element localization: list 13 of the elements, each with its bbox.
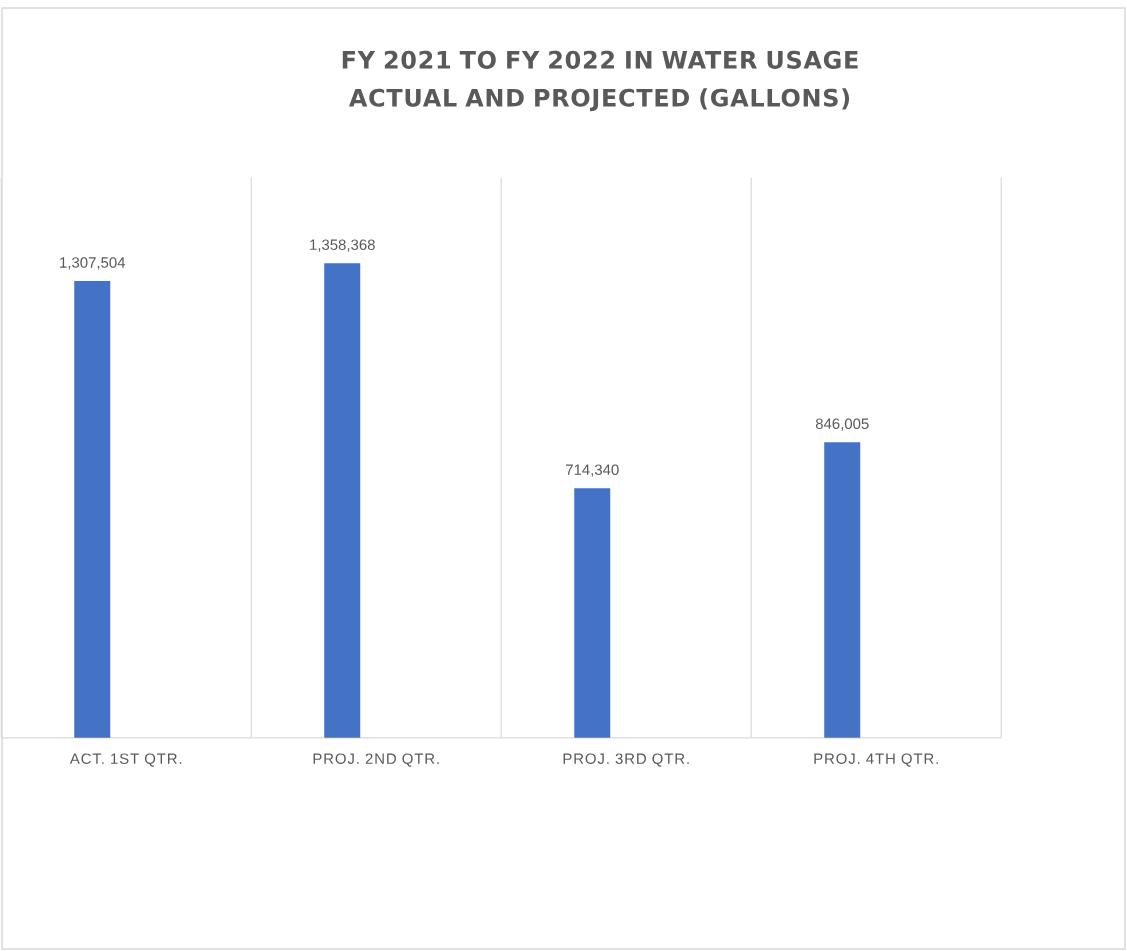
x-tick-label: PROJ. 3RD QTR. bbox=[563, 753, 689, 767]
bar bbox=[574, 488, 611, 738]
x-tick-label: ACT. 1ST QTR. bbox=[69, 753, 182, 767]
data-label: 1,307,504 bbox=[60, 257, 126, 270]
data-label: 846,005 bbox=[815, 418, 869, 431]
bar bbox=[824, 442, 861, 738]
bar bbox=[74, 281, 111, 738]
x-tick-label: PROJ. 2ND QTR. bbox=[313, 753, 439, 767]
x-tick-label: PROJ. 4TH QTR. bbox=[814, 753, 938, 767]
chart-title: FY 2021 TO FY 2022 IN WATER USAGE ACTUAL AND PROJECTED (GALLONS) bbox=[342, 50, 858, 112]
data-label: 714,340 bbox=[566, 464, 619, 477]
data-label: 1,358,368 bbox=[310, 239, 375, 252]
bar bbox=[324, 263, 361, 738]
